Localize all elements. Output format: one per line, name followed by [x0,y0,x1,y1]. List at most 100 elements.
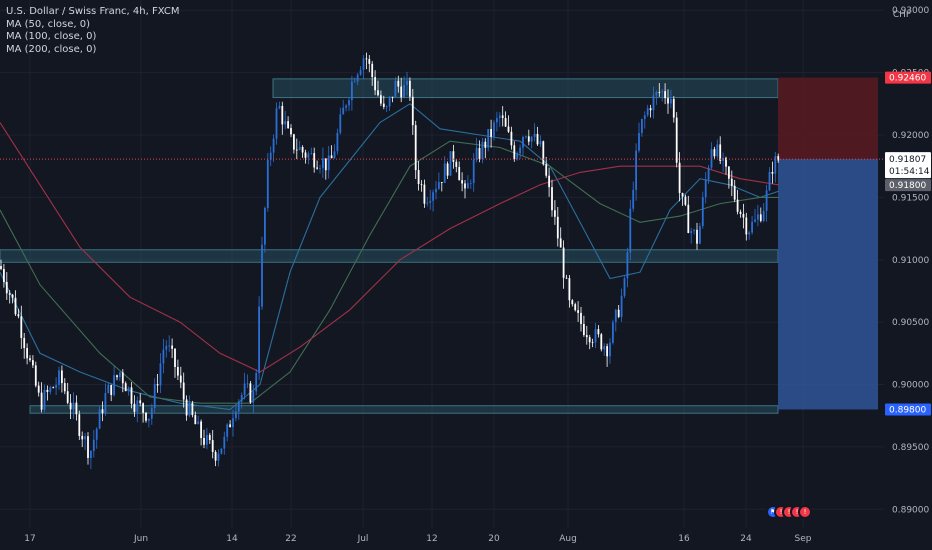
candle-body [507,126,510,132]
candle-body [701,197,704,227]
economic-events-strip[interactable]: ⚑!!!! [766,505,812,519]
candle-body [533,133,536,137]
candle-body [609,342,611,357]
moving-average-line [0,140,779,404]
candle-body [237,401,240,412]
candle-body [208,434,211,441]
candle-body [623,278,626,296]
symbol-title[interactable]: U.S. Dollar / Swiss Franc, 4h, FXCM [6,6,180,17]
time-axis[interactable]: 17 Jun 14 22 Jul 12 20 Aug 16 24 Sep [24,534,811,544]
candle-body [258,306,260,374]
ma50-legend[interactable]: MA (50, close, 0) [6,18,91,30]
candle-body [333,151,336,159]
candle-body [69,402,72,410]
candle-body [313,153,316,168]
candle-body [345,105,347,108]
price-zone [272,78,779,99]
candle-body [707,167,710,180]
price-tick-label: 0.90500 [892,318,929,328]
candle-body [203,438,205,445]
candle-body [626,252,629,279]
ma200-legend[interactable]: MA (200, close, 0) [6,43,97,55]
candle-body [574,304,577,311]
candle-body [565,277,568,279]
candle-body [336,132,339,152]
candle-body [751,221,753,233]
candle-body [484,141,487,148]
candle-body [63,383,66,392]
event-alert-icon[interactable]: ! [798,505,812,519]
candle-body [278,105,281,109]
candle-body [617,309,620,317]
short-position-tool[interactable] [778,77,878,410]
candle-body [206,434,208,445]
price-zone [0,249,779,263]
candle-body [519,147,521,154]
candle-body [394,80,397,98]
candle-body [211,440,214,452]
candle-body [182,382,185,400]
grid-lines [0,0,884,528]
candle-body [307,153,310,158]
candlesticks[interactable] [0,52,780,470]
countdown-tag: 01:54:14 [889,167,930,177]
candle-body [133,403,136,412]
candle-body [295,149,298,151]
candle-body [748,232,751,235]
candle-body [568,278,571,301]
candle-body [716,144,719,157]
candle-body [353,81,356,83]
candle-body [725,157,727,167]
candle-body [771,171,774,174]
candle-body [420,184,423,185]
candle-body [261,244,263,307]
candle-body [391,96,394,98]
candle-body [681,192,684,197]
candle-body [40,392,43,410]
price-tick-label: 0.90000 [892,381,929,391]
candle-body [493,122,495,137]
candle-body [522,136,524,148]
moving-average-line [0,103,780,411]
take-profit-area [778,159,878,410]
candle-body [142,403,144,413]
candle-body [562,247,565,278]
candle-body [757,214,759,220]
candle-body [272,138,275,153]
candle-body [667,98,669,104]
candle-body [269,152,272,160]
candle-body [510,131,513,146]
candle-body [330,155,333,159]
price-tick-label: 0.92000 [892,131,929,141]
candle-body [585,335,588,338]
candle-body [5,281,8,294]
candle-body [84,436,86,440]
candle-body [104,393,107,414]
entry-price-tag: 0.91800 [889,181,926,191]
currency-label: CHF [893,10,911,20]
candle-body [774,156,777,174]
candle-body [380,95,382,104]
target-price-tag: 0.89800 [889,405,926,415]
candle-body [554,210,556,217]
candle-body [252,391,255,403]
candle-body [220,448,223,454]
moving-average-line [0,122,780,373]
candle-body [739,211,742,215]
candle-body [316,167,318,169]
candle-body [655,92,658,96]
candle-body [690,231,693,233]
candle-body [501,115,504,119]
candle-body [696,229,698,244]
candle-body [200,421,202,439]
ma100-legend[interactable]: MA (100, close, 0) [6,31,97,42]
candle-body [409,80,411,97]
candle-body [339,114,342,133]
candle-body [342,107,345,115]
candle-body [359,69,362,75]
candle-body [693,229,695,232]
candle-body [214,451,217,461]
candle-body [498,115,501,119]
